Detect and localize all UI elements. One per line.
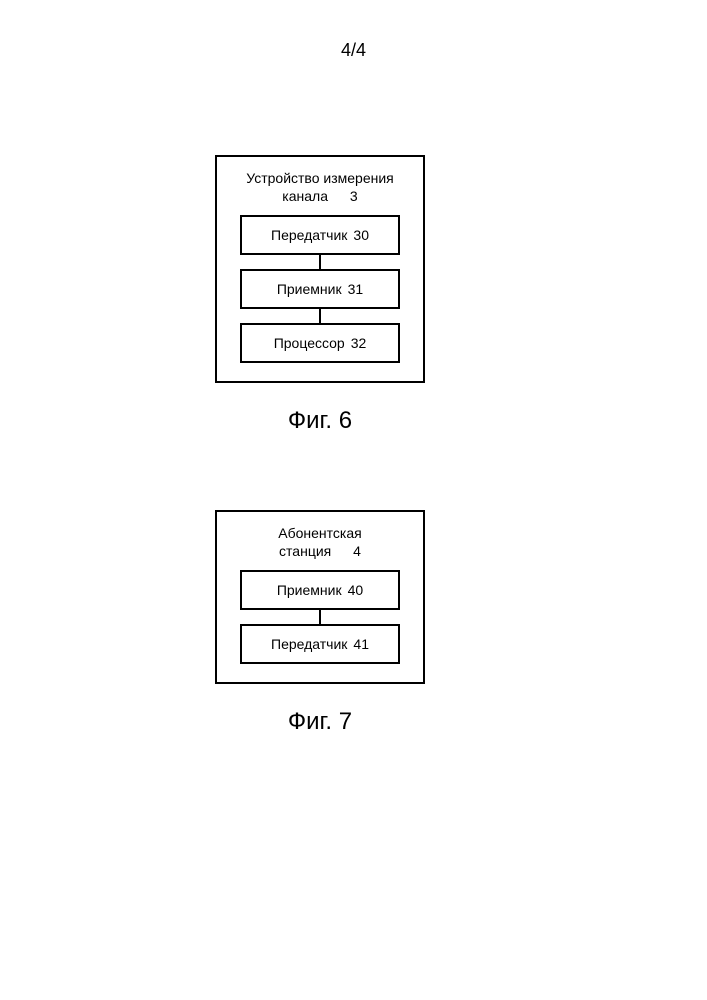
figure-6-caption: Фиг. 6 [288,407,352,435]
figure-6-connector-0 [319,255,321,269]
figure-6-block-0: Передатчик 30 [240,215,400,255]
page-number: 4/4 [341,40,366,61]
figure-7: Абонентская станция 4 Приемник 40 Переда… [215,510,425,736]
figure-6-title-line2-wrap: канала 3 [246,187,394,205]
figure-6-title-number: 3 [350,187,358,205]
figure-6-outer-box: Устройство измерения канала 3 Передатчик… [215,155,425,383]
figure-6-block-1-number: 31 [348,281,364,297]
figure-7-block-1-number: 41 [353,636,369,652]
figure-6-title-line1: Устройство измерения [246,169,394,187]
figure-6: Устройство измерения канала 3 Передатчик… [215,155,425,435]
figure-6-block-0-number: 30 [353,227,369,243]
figure-7-title-number: 4 [353,542,361,560]
figure-7-block-0-label: Приемник [277,582,342,598]
figure-7-outer-box: Абонентская станция 4 Приемник 40 Переда… [215,510,425,684]
figure-7-block-1-label: Передатчик [271,636,347,652]
figure-6-title: Устройство измерения канала 3 [246,169,394,205]
figure-6-block-2-label: Процессор [274,335,345,351]
figure-7-title: Абонентская станция 4 [278,524,361,560]
figure-6-connector-1 [319,309,321,323]
figure-6-block-0-label: Передатчик [271,227,347,243]
figure-6-block-2-number: 32 [351,335,367,351]
figure-6-block-1: Приемник 31 [240,269,400,309]
figure-7-title-line1: Абонентская [278,524,361,542]
figure-7-block-0-number: 40 [348,582,364,598]
figure-7-block-1: Передатчик 41 [240,624,400,664]
figure-6-title-line2: канала [282,188,328,204]
figure-7-block-0: Приемник 40 [240,570,400,610]
figure-7-caption: Фиг. 7 [288,708,352,736]
figure-7-title-line2: станция [279,543,331,559]
figure-7-connector-0 [319,610,321,624]
figure-7-title-line2-wrap: станция 4 [278,542,361,560]
figure-6-block-1-label: Приемник [277,281,342,297]
figure-6-block-2: Процессор 32 [240,323,400,363]
